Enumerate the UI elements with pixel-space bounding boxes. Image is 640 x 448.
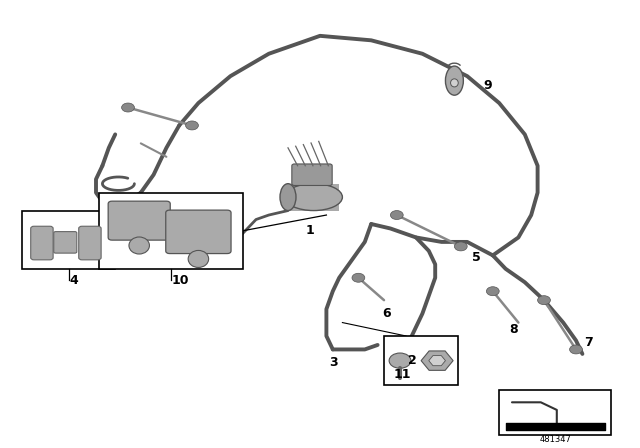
Circle shape	[454, 242, 467, 251]
Text: 10: 10	[172, 273, 189, 287]
FancyBboxPatch shape	[31, 226, 53, 260]
Bar	[384, 336, 458, 385]
Text: 8: 8	[509, 323, 517, 336]
Text: 7: 7	[584, 336, 593, 349]
Ellipse shape	[280, 184, 296, 211]
Circle shape	[390, 211, 403, 220]
Text: 11: 11	[394, 367, 411, 381]
Text: 481347: 481347	[540, 435, 571, 444]
Circle shape	[538, 296, 550, 305]
Circle shape	[570, 345, 582, 354]
Ellipse shape	[188, 250, 209, 267]
Text: 5: 5	[472, 251, 481, 264]
Text: 2: 2	[408, 354, 417, 367]
Text: 3: 3	[330, 356, 338, 370]
Bar	[99, 193, 243, 269]
FancyBboxPatch shape	[108, 201, 170, 240]
Circle shape	[389, 353, 411, 368]
Text: 4: 4	[69, 273, 78, 287]
Ellipse shape	[129, 237, 150, 254]
Circle shape	[122, 103, 134, 112]
Ellipse shape	[285, 184, 342, 211]
Circle shape	[186, 121, 198, 130]
FancyBboxPatch shape	[54, 232, 77, 253]
FancyBboxPatch shape	[288, 184, 339, 211]
Ellipse shape	[445, 66, 463, 95]
Text: 6: 6	[383, 307, 391, 320]
FancyBboxPatch shape	[166, 210, 231, 254]
Text: 1: 1	[306, 224, 315, 237]
Circle shape	[352, 273, 365, 282]
FancyBboxPatch shape	[292, 164, 332, 185]
Circle shape	[486, 287, 499, 296]
FancyBboxPatch shape	[79, 226, 101, 260]
Ellipse shape	[451, 79, 458, 87]
Bar	[22, 211, 115, 269]
Text: 9: 9	[483, 78, 492, 92]
Bar	[499, 390, 611, 435]
